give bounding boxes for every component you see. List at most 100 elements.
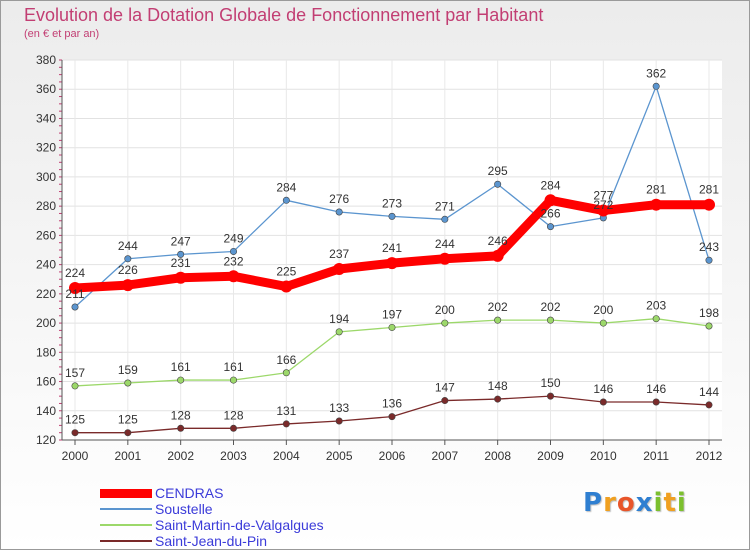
legend-item: CENDRAS [100,485,430,501]
x-tick-label: 2009 [537,449,564,463]
data-point [282,369,290,377]
y-tick-label: 360 [36,82,56,96]
data-point [333,263,346,275]
data-point [652,315,660,323]
legend-swatch [100,508,152,510]
legend-item: Saint-Jean-du-Pin [100,533,430,549]
x-tick-label: 2010 [590,449,617,463]
data-point [282,420,290,428]
x-tick-label: 2007 [431,449,458,463]
data-point [546,392,554,400]
data-label: 281 [646,183,666,197]
x-tick-label: 2005 [326,449,353,463]
data-label: 244 [118,239,138,253]
data-point [177,376,185,384]
data-point [441,215,449,223]
data-label: 281 [699,183,719,197]
data-point [230,424,238,432]
data-label: 249 [223,231,243,245]
data-label: 246 [488,234,508,248]
data-point [121,279,134,292]
data-point [71,303,79,311]
data-label: 161 [223,360,243,374]
legend-label: Saint-Martin-de-Valgalgues [155,517,324,533]
data-point [705,256,713,264]
data-label: 133 [329,401,349,415]
data-point [546,223,554,231]
data-label: 200 [435,303,455,317]
data-point [69,282,81,294]
data-label: 284 [276,180,296,194]
data-label: 136 [382,397,402,411]
y-tick-label: 160 [36,375,56,389]
y-tick-label: 380 [36,53,56,67]
legend-swatch [100,540,152,542]
data-point [335,328,343,336]
data-point [438,252,451,265]
data-point [441,397,449,405]
data-point [441,319,449,327]
y-tick-label: 140 [36,404,56,418]
chart-subtitle: (en € et par an) [24,28,100,40]
data-point [599,319,607,327]
data-label: 295 [488,164,508,178]
data-label: 273 [382,196,402,210]
data-point [282,196,290,204]
data-label: 237 [329,247,349,261]
x-tick-label: 2001 [114,449,141,463]
data-label: 125 [65,413,85,427]
data-point [71,429,79,437]
data-label: 166 [276,353,296,367]
data-point [388,323,396,331]
data-label: 284 [540,178,560,192]
legend-swatch [100,524,152,526]
data-label: 202 [540,300,560,314]
data-label: 271 [435,199,455,213]
proxiti-logo: Proxiti [583,488,687,518]
x-tick-label: 2012 [696,449,723,463]
legend-item: Saint-Martin-de-Valgalgues [100,517,430,533]
data-label: 128 [171,408,191,422]
data-label: 241 [382,241,402,255]
y-tick-label: 320 [36,141,56,155]
x-tick-label: 2003 [220,449,247,463]
data-label: 202 [488,300,508,314]
data-point [177,424,185,432]
x-tick-label: 2006 [379,449,406,463]
data-point [124,255,132,263]
data-label: 232 [223,254,243,268]
data-label: 203 [646,299,666,313]
data-point [71,382,79,390]
data-label: 197 [382,307,402,321]
x-tick-label: 2004 [273,449,300,463]
data-point [546,316,554,324]
y-tick-label: 180 [36,345,56,359]
data-point [177,250,185,258]
data-label: 277 [593,189,613,203]
data-point [652,398,660,406]
legend-label: Soustelle [155,501,213,517]
data-label: 224 [65,266,85,280]
data-point [280,280,293,293]
data-point [227,270,240,283]
y-tick-label: 260 [36,228,56,242]
data-point [544,194,557,207]
y-tick-label: 120 [36,433,56,447]
data-point [230,247,238,255]
data-label: 243 [699,240,719,254]
data-label: 276 [329,192,349,206]
data-label: 144 [699,385,719,399]
data-point [494,316,502,324]
data-label: 244 [435,237,455,251]
data-point [335,208,343,216]
data-point [124,429,132,437]
data-label: 194 [329,312,349,326]
y-tick-label: 220 [36,287,56,301]
x-tick-label: 2011 [643,449,669,463]
data-point [494,395,502,403]
data-label: 272 [593,198,613,212]
legend-item: Soustelle [100,501,430,517]
data-point [705,322,713,330]
chart-title: Evolution de la Dotation Globale de Fonc… [24,5,544,25]
logo-letter: x [635,488,654,518]
